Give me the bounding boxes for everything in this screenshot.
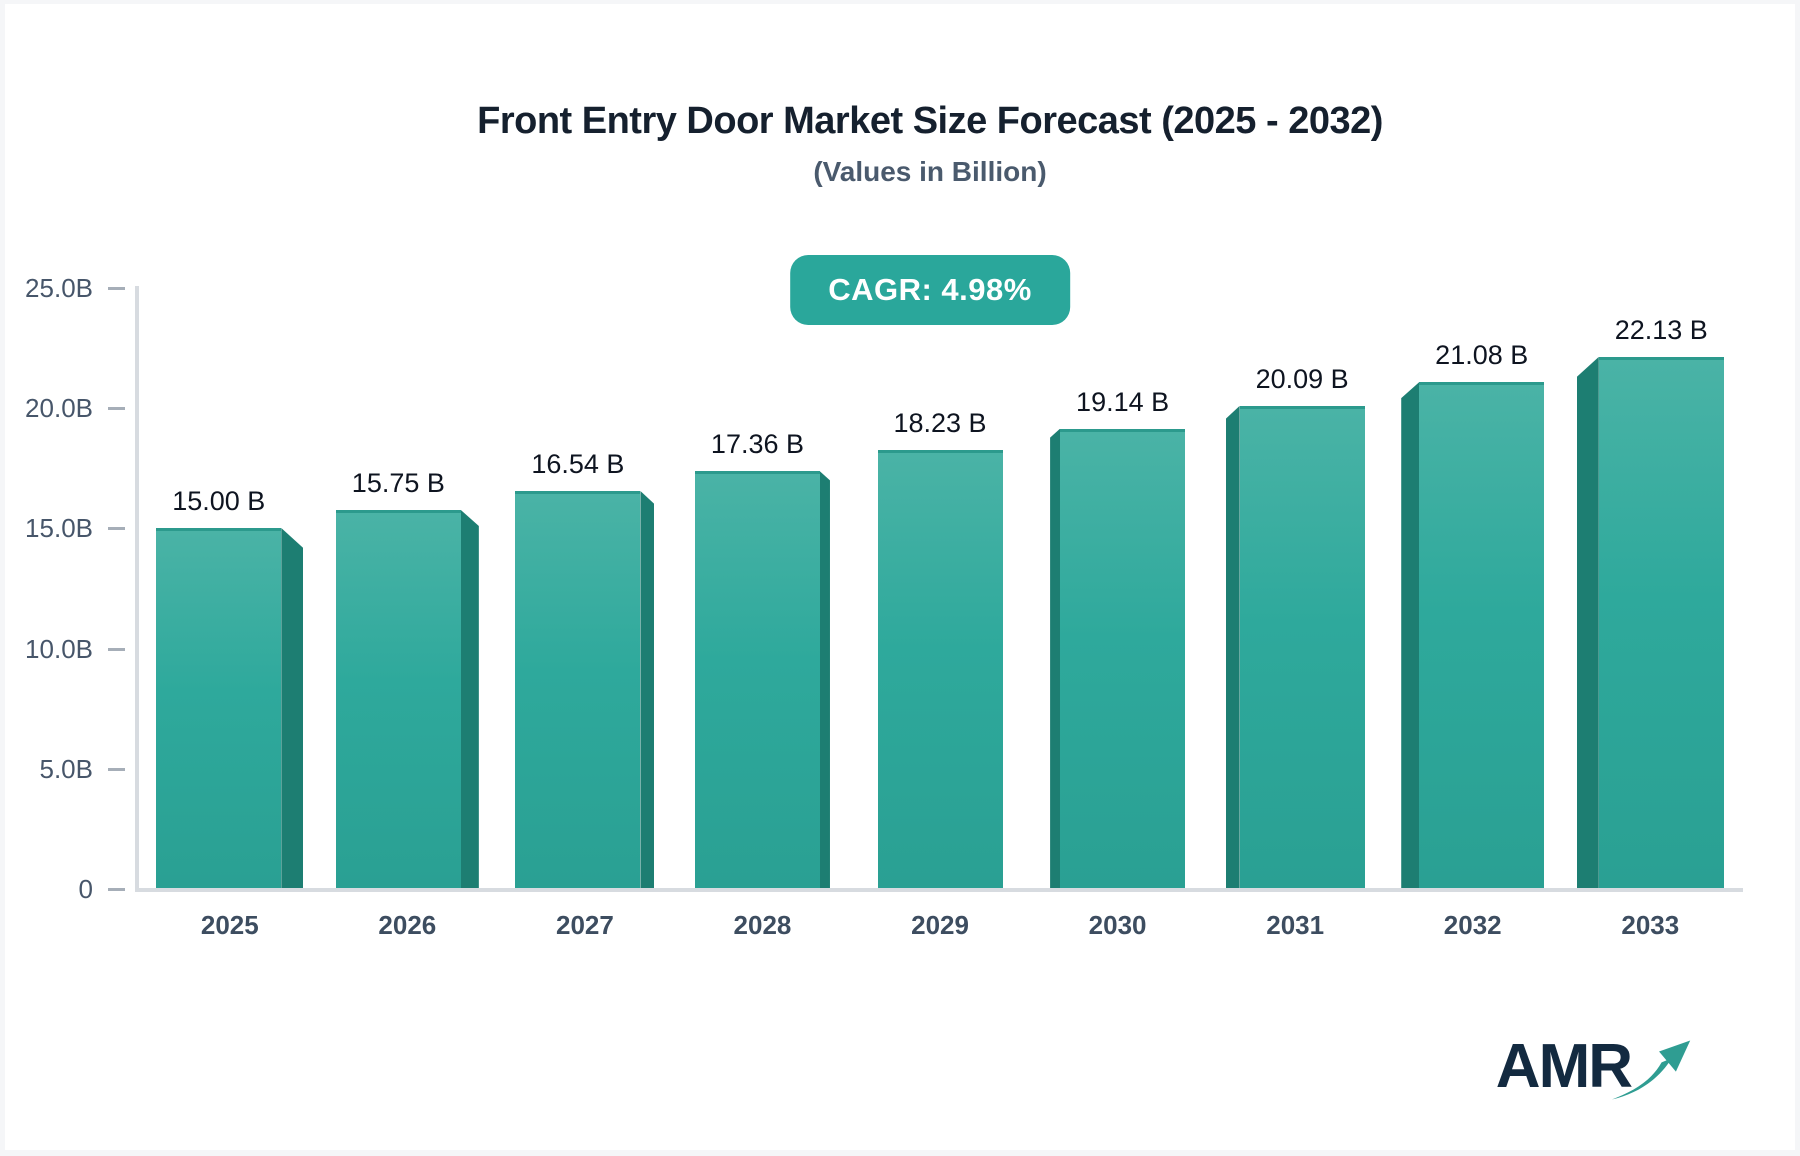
bar-3d-2031: 20.09 B <box>1225 364 1365 888</box>
bar-slot: 18.23 B <box>851 288 1029 888</box>
bar-side-face <box>819 471 830 888</box>
bar-side-face <box>460 510 479 888</box>
bar-side-face <box>281 528 304 888</box>
bar-slot: 16.54 B <box>496 288 674 888</box>
y-tick-dash <box>108 768 125 772</box>
x-label-2025: 2025 <box>200 910 259 940</box>
bar-2030: 19.14 B <box>1060 387 1186 888</box>
bar-2027: 16.54 B <box>515 449 641 888</box>
bar-3d-2030: 19.14 B <box>1050 387 1186 888</box>
plot-area: 15.00 B 15.75 B 16.54 B 17.36 B 18.23 B 19.14… <box>141 288 1739 888</box>
bar-3d-2025: 15.00 B <box>156 486 304 888</box>
x-axis-line <box>135 888 1743 892</box>
bar-value-label: 21.08 B <box>1435 340 1529 371</box>
chart-card: Front Entry Door Market Size Forecast (2… <box>5 4 1795 1150</box>
x-label-2031: 2031 <box>1266 910 1325 940</box>
bar-value-label: 18.23 B <box>893 408 987 439</box>
y-tick-label: 0 <box>78 874 93 905</box>
bar-slot: 15.00 B <box>141 288 319 888</box>
bar-3d-2029: 18.23 B <box>877 408 1003 888</box>
cagr-badge: CAGR: 4.98% <box>790 255 1070 325</box>
bar-side-face <box>1576 356 1599 888</box>
bar-slot: 21.08 B <box>1384 288 1562 888</box>
bar-value-label: 15.75 B <box>351 468 445 498</box>
bar-slot: 19.14 B <box>1029 288 1207 888</box>
y-tick-dash <box>108 888 125 892</box>
y-tick-dash <box>108 286 125 290</box>
x-label-2027: 2027 <box>555 910 614 940</box>
y-tick-label: 5.0B <box>39 754 94 785</box>
y-tick-label: 25.0B <box>25 272 93 303</box>
bar-value-label: 19.14 B <box>1076 386 1170 417</box>
y-axis: 25.0B 20.0B 15.0B 10.0B 5.0B 0 <box>5 273 125 904</box>
bar-side-face <box>640 491 655 888</box>
x-label-2026: 2026 <box>378 910 437 940</box>
x-label-2032: 2032 <box>1443 910 1502 940</box>
bar-side-face <box>1050 428 1061 888</box>
bar-3d-2033: 22.13 B <box>1576 315 1724 888</box>
bar-slot: 20.09 B <box>1206 288 1384 888</box>
bar-2033: 22.13 B <box>1598 315 1724 888</box>
bar-2029: 18.23 B <box>877 408 1003 888</box>
x-label-2030: 2030 <box>1088 910 1147 940</box>
bar-2032: 21.08 B <box>1419 340 1545 888</box>
bar-2028: 17.36 B <box>694 429 820 888</box>
trend-up-arrow-icon <box>1611 1040 1691 1100</box>
y-axis-line <box>135 286 139 892</box>
bar-2026: 15.75 B <box>335 468 461 888</box>
amr-logo-text: AMR <box>1495 1032 1633 1101</box>
bar-3d-2026: 15.75 B <box>335 468 479 888</box>
bar-side-face <box>1225 405 1240 888</box>
bar-value-label: 22.13 B <box>1614 314 1708 345</box>
bar-value-label: 15.00 B <box>172 486 266 516</box>
y-tick-dash <box>108 647 125 651</box>
bar-side-face <box>1401 382 1420 888</box>
bar-slot: 17.36 B <box>674 288 852 888</box>
bar-slot: 15.75 B <box>319 288 497 888</box>
bar-2031: 20.09 B <box>1239 364 1365 888</box>
y-tick-dash <box>108 527 125 531</box>
x-axis-labels: 2025 2026 2027 2028 2029 2030 2031 2032 2033 <box>141 910 1739 941</box>
x-label-2029: 2029 <box>911 910 969 940</box>
chart-title: Front Entry Door Market Size Forecast (2… <box>477 100 1383 142</box>
bar-slot: 22.13 B <box>1562 288 1740 888</box>
y-tick-dash <box>108 406 125 410</box>
bar-value-label: 20.09 B <box>1255 363 1349 394</box>
amr-logo: AMR <box>1495 1032 1697 1101</box>
y-tick-label: 10.0B <box>25 633 93 664</box>
y-tick-label: 20.0B <box>25 392 93 423</box>
y-tick-label: 15.0B <box>25 513 93 544</box>
bar-3d-2032: 21.08 B <box>1401 340 1545 888</box>
bar-value-label: 17.36 B <box>710 429 805 460</box>
bar-value-label: 16.54 B <box>531 449 625 480</box>
bar-3d-2028: 17.36 B <box>694 429 830 888</box>
bar-3d-2027: 16.54 B <box>515 449 655 888</box>
bar-2025: 15.00 B <box>156 486 282 888</box>
chart-subtitle: (Values in Billion) <box>813 156 1047 187</box>
x-label-2028: 2028 <box>733 910 792 940</box>
x-label-2033: 2033 <box>1621 910 1680 940</box>
